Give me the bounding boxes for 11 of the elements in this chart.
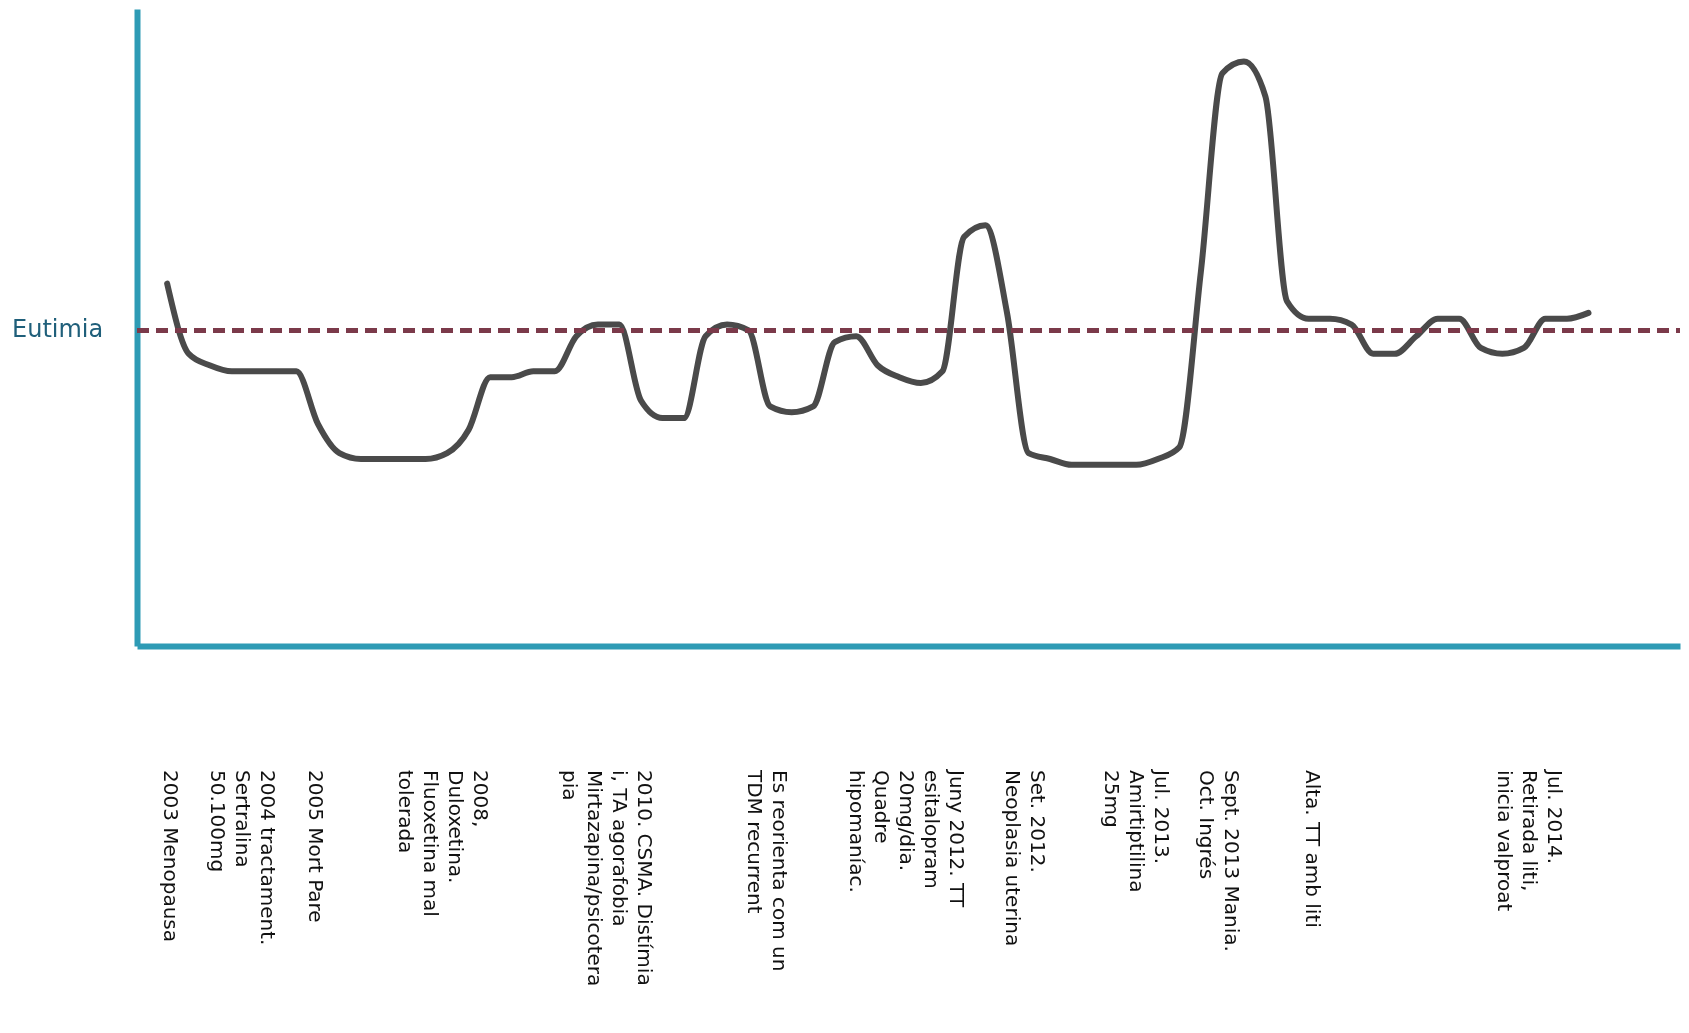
text: Juny 2012. TT esitalopram 20mg/dia. Quadre hipomaníac. <box>845 768 970 908</box>
text: 2010. CSMA. Distímia i, TA agorafobia Mirtazapina/psicotera pia <box>557 770 657 987</box>
text: Alta. TT amb liti <box>1300 770 1325 928</box>
text: 2003 Menopausa <box>159 770 184 943</box>
text: Jul. 2014. Retirada liti, inicia valproat <box>1493 768 1568 912</box>
text: Jul. 2013. Amirtiptilina 25mg <box>1099 768 1174 893</box>
text: Sept. 2013 Mania. Oct. Ingrés <box>1194 770 1244 952</box>
text: 2005 Mort Pare <box>304 770 329 923</box>
text: 2004 tractament. Sertralina 50.100mg <box>206 770 281 946</box>
ref-line-label: Eutimia <box>12 315 104 344</box>
text: 2008, Duloxetina. Fluoxetina mal tolerada <box>394 770 494 917</box>
